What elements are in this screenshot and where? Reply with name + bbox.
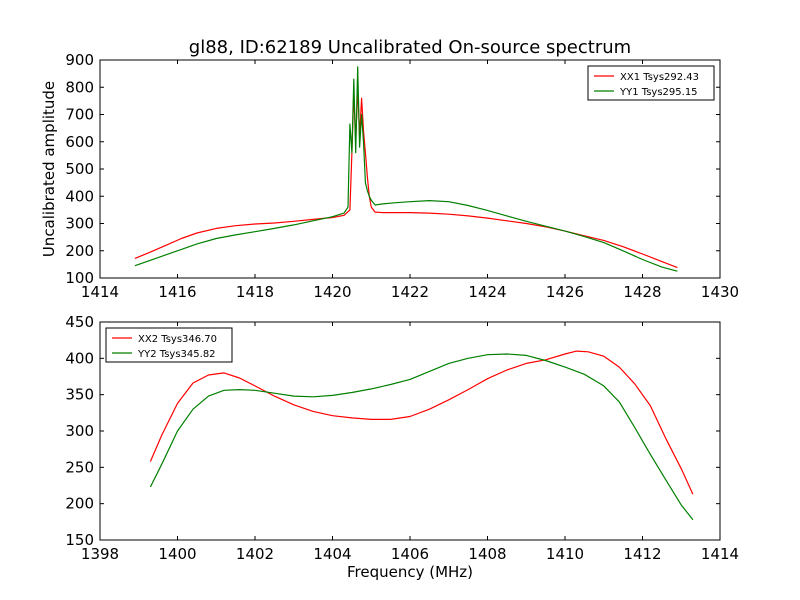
legend-label: YY1 Tsys295.15 (619, 87, 698, 98)
x-tick-label: 1398 (81, 545, 119, 563)
x-tick-label: 1428 (623, 283, 661, 301)
bottom-spectrum-panel: 1398 1400 1402 1404 1406 1408 1410 1412 1414 150 2… (65, 313, 739, 581)
x-axis-label: Frequency (MHz) (347, 563, 473, 581)
y-tick-label: 150 (65, 531, 94, 549)
x-tick-label: 1424 (468, 283, 506, 301)
x-tick-label: 1410 (546, 545, 584, 563)
series-line-yy1 (134, 66, 678, 272)
x-tick-label: 1404 (313, 545, 351, 563)
x-tick-label: 1418 (236, 283, 274, 301)
x-tick-label: 1402 (236, 545, 274, 563)
x-tick-label: 1420 (313, 283, 351, 301)
y-tick-label: 250 (65, 458, 94, 476)
legend-label: XX1 Tsys292.43 (620, 72, 699, 83)
top-spectrum-panel: 1414 1416 1418 1420 1422 1424 1426 1428 1430 100 2… (40, 51, 739, 301)
x-tick-label: 1414 (81, 283, 119, 301)
x-tick-label: 1422 (391, 283, 429, 301)
y-axis-label: Uncalibrated amplitude (40, 81, 58, 257)
x-tick-label: 1408 (468, 545, 506, 563)
chart-title: gl88, ID:62189 Uncalibrated On-source sp… (189, 37, 631, 58)
x-tick-label: 1406 (391, 545, 429, 563)
x-tick-label: 1414 (701, 545, 739, 563)
y-tick-label: 500 (65, 160, 94, 178)
y-tick-label: 400 (65, 349, 94, 367)
x-tick-label: 1416 (158, 283, 196, 301)
y-tick-label: 350 (65, 386, 94, 404)
x-tick-label: 1400 (158, 545, 196, 563)
legend-box (587, 65, 715, 101)
x-tick-label: 1430 (701, 283, 739, 301)
x-tick-label: 1426 (546, 283, 584, 301)
x-tick-label: 1412 (623, 545, 661, 563)
y-tick-label: 300 (65, 215, 94, 233)
legend-label: YY2 Tsys345.82 (137, 349, 216, 360)
y-tick-label: 600 (65, 133, 94, 151)
legend: XX1 Tsys292.43 YY1 Tsys295.15 (587, 65, 715, 101)
y-tick-label: 700 (65, 106, 94, 124)
y-tick-label: 450 (65, 313, 94, 331)
series-line-xx2 (149, 350, 694, 495)
y-tick-label: 100 (65, 269, 94, 287)
y-tick-label: 400 (65, 187, 94, 205)
y-tick-label: 800 (65, 78, 94, 96)
legend-label: XX2 Tsys346.70 (138, 334, 217, 345)
y-tick-label: 200 (65, 495, 94, 513)
legend: XX2 Tsys346.70 YY2 Tsys345.82 (105, 327, 233, 363)
legend-box (105, 327, 233, 363)
y-tick-label: 300 (65, 422, 94, 440)
series-line-yy2 (149, 353, 694, 521)
y-tick-label: 200 (65, 242, 94, 260)
y-tick-label: 900 (65, 51, 94, 69)
